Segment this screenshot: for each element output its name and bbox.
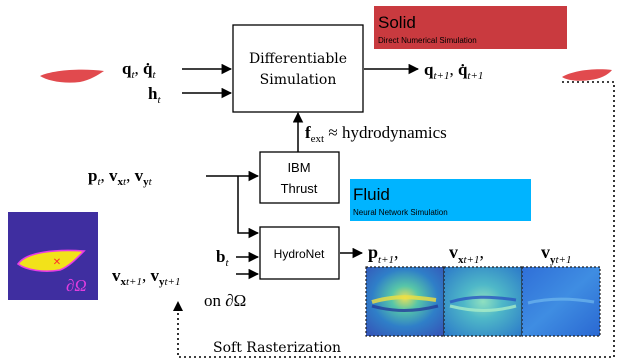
differentiable-simulation-block bbox=[232, 24, 364, 113]
q-qdot-output-label: qt+1, q̇t+1 bbox=[424, 60, 483, 82]
output-vx-label: vxt+1, bbox=[449, 242, 484, 266]
solid-subtitle: Direct Numerical Simulation bbox=[378, 36, 477, 45]
solid-title-box bbox=[374, 6, 567, 49]
boundary-symbol: ∂Ω bbox=[66, 276, 87, 295]
on-boundary-label: on ∂Ω bbox=[204, 291, 246, 310]
output-fields-label: pt+1, bbox=[368, 242, 399, 266]
soft-rasterization-arrowhead bbox=[173, 301, 183, 311]
hydronet-block bbox=[259, 226, 340, 280]
diffsim-label-line1: Differentiable bbox=[249, 51, 347, 67]
fext-label: fext ≈ hydrodynamics bbox=[305, 123, 447, 145]
diffsim-label-line2: Simulation bbox=[260, 72, 337, 88]
hydronet-label: HydroNet bbox=[274, 247, 325, 261]
fluid-subtitle: Neural Network Simulation bbox=[353, 208, 448, 217]
soft-rasterization-loop bbox=[177, 81, 615, 358]
arrow-pv-to-hydronet bbox=[237, 176, 260, 239]
ibm-label-line1: IBM bbox=[287, 160, 310, 175]
solid-title: Solid bbox=[378, 13, 416, 32]
soft-rasterization-label: Soft Rasterization bbox=[213, 340, 341, 356]
p-vx-vy-input-label: pt, vxt, vyt bbox=[88, 166, 153, 188]
field-panels bbox=[365, 266, 601, 337]
b-input-label: bt bbox=[216, 247, 229, 269]
fish-left-icon bbox=[40, 69, 104, 83]
ibm-thrust-block bbox=[259, 151, 340, 204]
fluid-title: Fluid bbox=[353, 185, 390, 204]
output-vy-label: vyt+1 bbox=[541, 242, 571, 266]
ibm-label-line2: Thrust bbox=[281, 181, 318, 196]
fluid-title-box bbox=[350, 179, 531, 221]
q-qdot-input-label: qt, q̇t bbox=[122, 59, 157, 81]
h-input-label: ht bbox=[148, 84, 161, 106]
svg-text:✕: ✕ bbox=[53, 257, 61, 268]
boundary-mask-image: ✕ ∂Ω bbox=[8, 212, 98, 300]
boundary-velocity-label: vxt+1, vyt+1 bbox=[112, 266, 180, 288]
fish-right-icon bbox=[562, 69, 612, 81]
